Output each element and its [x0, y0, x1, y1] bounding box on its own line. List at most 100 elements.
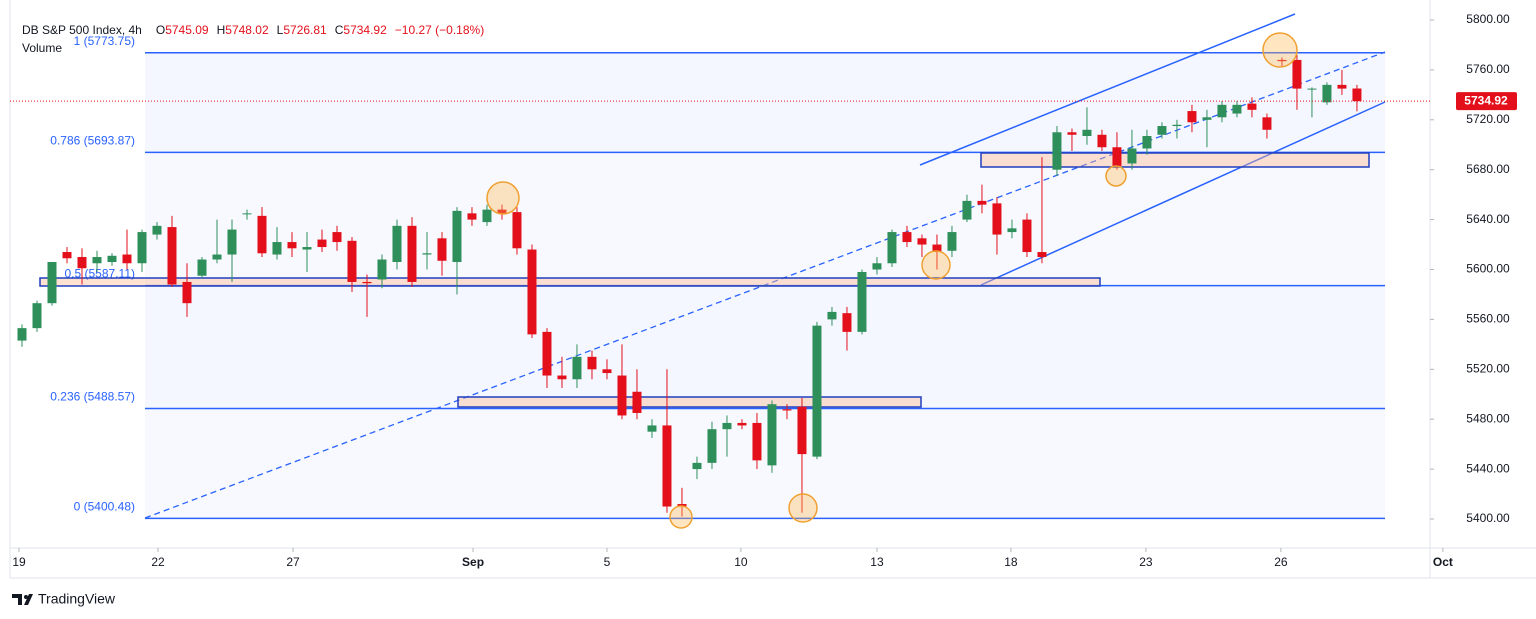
candle-body: [632, 391, 642, 413]
candle-body: [1262, 117, 1272, 130]
logo-dot: [24, 595, 28, 599]
candle-body: [992, 203, 1002, 235]
candle-body: [797, 406, 807, 455]
candle-body: [1217, 104, 1227, 118]
ohlc-label: H: [216, 23, 226, 37]
x-tick-label: Oct: [1433, 555, 1453, 569]
candle-body: [677, 504, 687, 507]
candle-body: [812, 325, 822, 457]
candle-body: [62, 252, 72, 259]
candle-body: [527, 249, 537, 335]
x-tick-label: 13: [870, 555, 884, 569]
candle-body: [572, 356, 582, 380]
candle-body: [1097, 134, 1107, 148]
fib-level-label: 1 (5773.75): [74, 34, 135, 48]
candle-body: [17, 328, 27, 341]
candle-body: [617, 375, 627, 416]
last-price-tag: [1456, 92, 1517, 111]
y-tick-label: 5480.00: [1466, 411, 1510, 425]
candle-body: [1187, 111, 1197, 123]
candle-body: [392, 225, 402, 263]
ohlc-value: 5734.92: [343, 23, 387, 37]
channel-upper: [919, 13, 1296, 166]
candle-body: [1052, 132, 1062, 170]
candle-body: [497, 209, 507, 214]
x-tick-label: 5: [604, 555, 611, 569]
zone-box: [457, 396, 922, 408]
y-tick-label: 5520.00: [1466, 361, 1510, 375]
ohlc-value: 5748.02: [225, 23, 269, 37]
candle-body: [122, 254, 132, 264]
candle-body: [92, 257, 102, 264]
candle-body: [482, 209, 492, 223]
candle-body: [47, 262, 57, 304]
brand-logo: TradingView: [12, 591, 116, 607]
y-tick-label: 5640.00: [1466, 212, 1510, 226]
candle-body: [212, 254, 222, 260]
candle-body: [257, 215, 267, 254]
x-tick-label: 10: [734, 555, 748, 569]
candle-body: [152, 225, 162, 235]
brand-name: TradingView: [38, 591, 116, 607]
candle-body: [1037, 252, 1047, 258]
y-tick-label: 5800.00: [1466, 12, 1510, 26]
candle-body: [287, 242, 297, 249]
fib-level-label: 0 (5400.48): [74, 500, 135, 514]
fib-level-label: 0.236 (5488.57): [50, 390, 135, 404]
candle-body: [542, 331, 552, 376]
candle-body: [1067, 132, 1077, 135]
candle-body: [512, 212, 522, 249]
candle-body: [767, 404, 777, 466]
candle-body: [1337, 84, 1347, 89]
candle-body: [1307, 88, 1317, 90]
candle-body: [887, 232, 897, 264]
fib-level-label: 0.786 (5693.87): [50, 134, 135, 148]
candles: [17, 54, 1362, 517]
fib-zone: [145, 409, 1385, 519]
candle-body: [1112, 147, 1122, 166]
highlight-circle: [788, 493, 818, 523]
y-tick-label: 5400.00: [1466, 511, 1510, 525]
candle-body: [407, 225, 417, 282]
candle-body: [452, 210, 462, 263]
x-tick-label: 27: [286, 555, 300, 569]
candle-body: [842, 313, 852, 332]
ohlc-label: C: [334, 23, 344, 37]
candle-body: [437, 238, 447, 261]
candle-body: [857, 271, 867, 332]
candle-body: [347, 240, 357, 282]
x-tick-label: Sep: [462, 555, 484, 569]
highlight-circle: [1105, 165, 1127, 187]
highlights: [486, 32, 1298, 529]
candle-body: [377, 259, 387, 280]
candle-body: [1277, 59, 1287, 62]
candle-body: [1322, 84, 1332, 103]
candle-body: [1007, 228, 1017, 233]
candle-body: [32, 303, 42, 329]
candle-body: [977, 200, 987, 205]
ohlc-value: 5726.81: [283, 23, 327, 37]
ohlc-label: L: [276, 23, 284, 37]
candle-body: [722, 422, 732, 430]
candle-body: [227, 229, 237, 255]
candle-body: [827, 311, 837, 320]
x-tick-label: 19: [12, 555, 26, 569]
candle-body: [947, 232, 957, 251]
candle-body: [1292, 59, 1302, 89]
highlight-circle: [669, 505, 693, 529]
highlight-circle: [1262, 32, 1298, 68]
ohlc-label: O: [155, 23, 166, 37]
candle-body: [707, 429, 717, 463]
legend-header: DB S&P 500 Index, 4h O5745.09 H5748.02 L572…: [22, 22, 492, 38]
fib-zone: [145, 285, 1385, 409]
x-tick-label: 26: [1274, 555, 1288, 569]
x-tick-label: 18: [1004, 555, 1018, 569]
highlight-circle: [921, 250, 951, 280]
candle-body: [872, 263, 882, 270]
volume-label: Volume: [22, 41, 63, 55]
candle-body: [902, 232, 912, 243]
channel-lower: [980, 101, 1386, 286]
fib-zone: [145, 52, 1385, 153]
